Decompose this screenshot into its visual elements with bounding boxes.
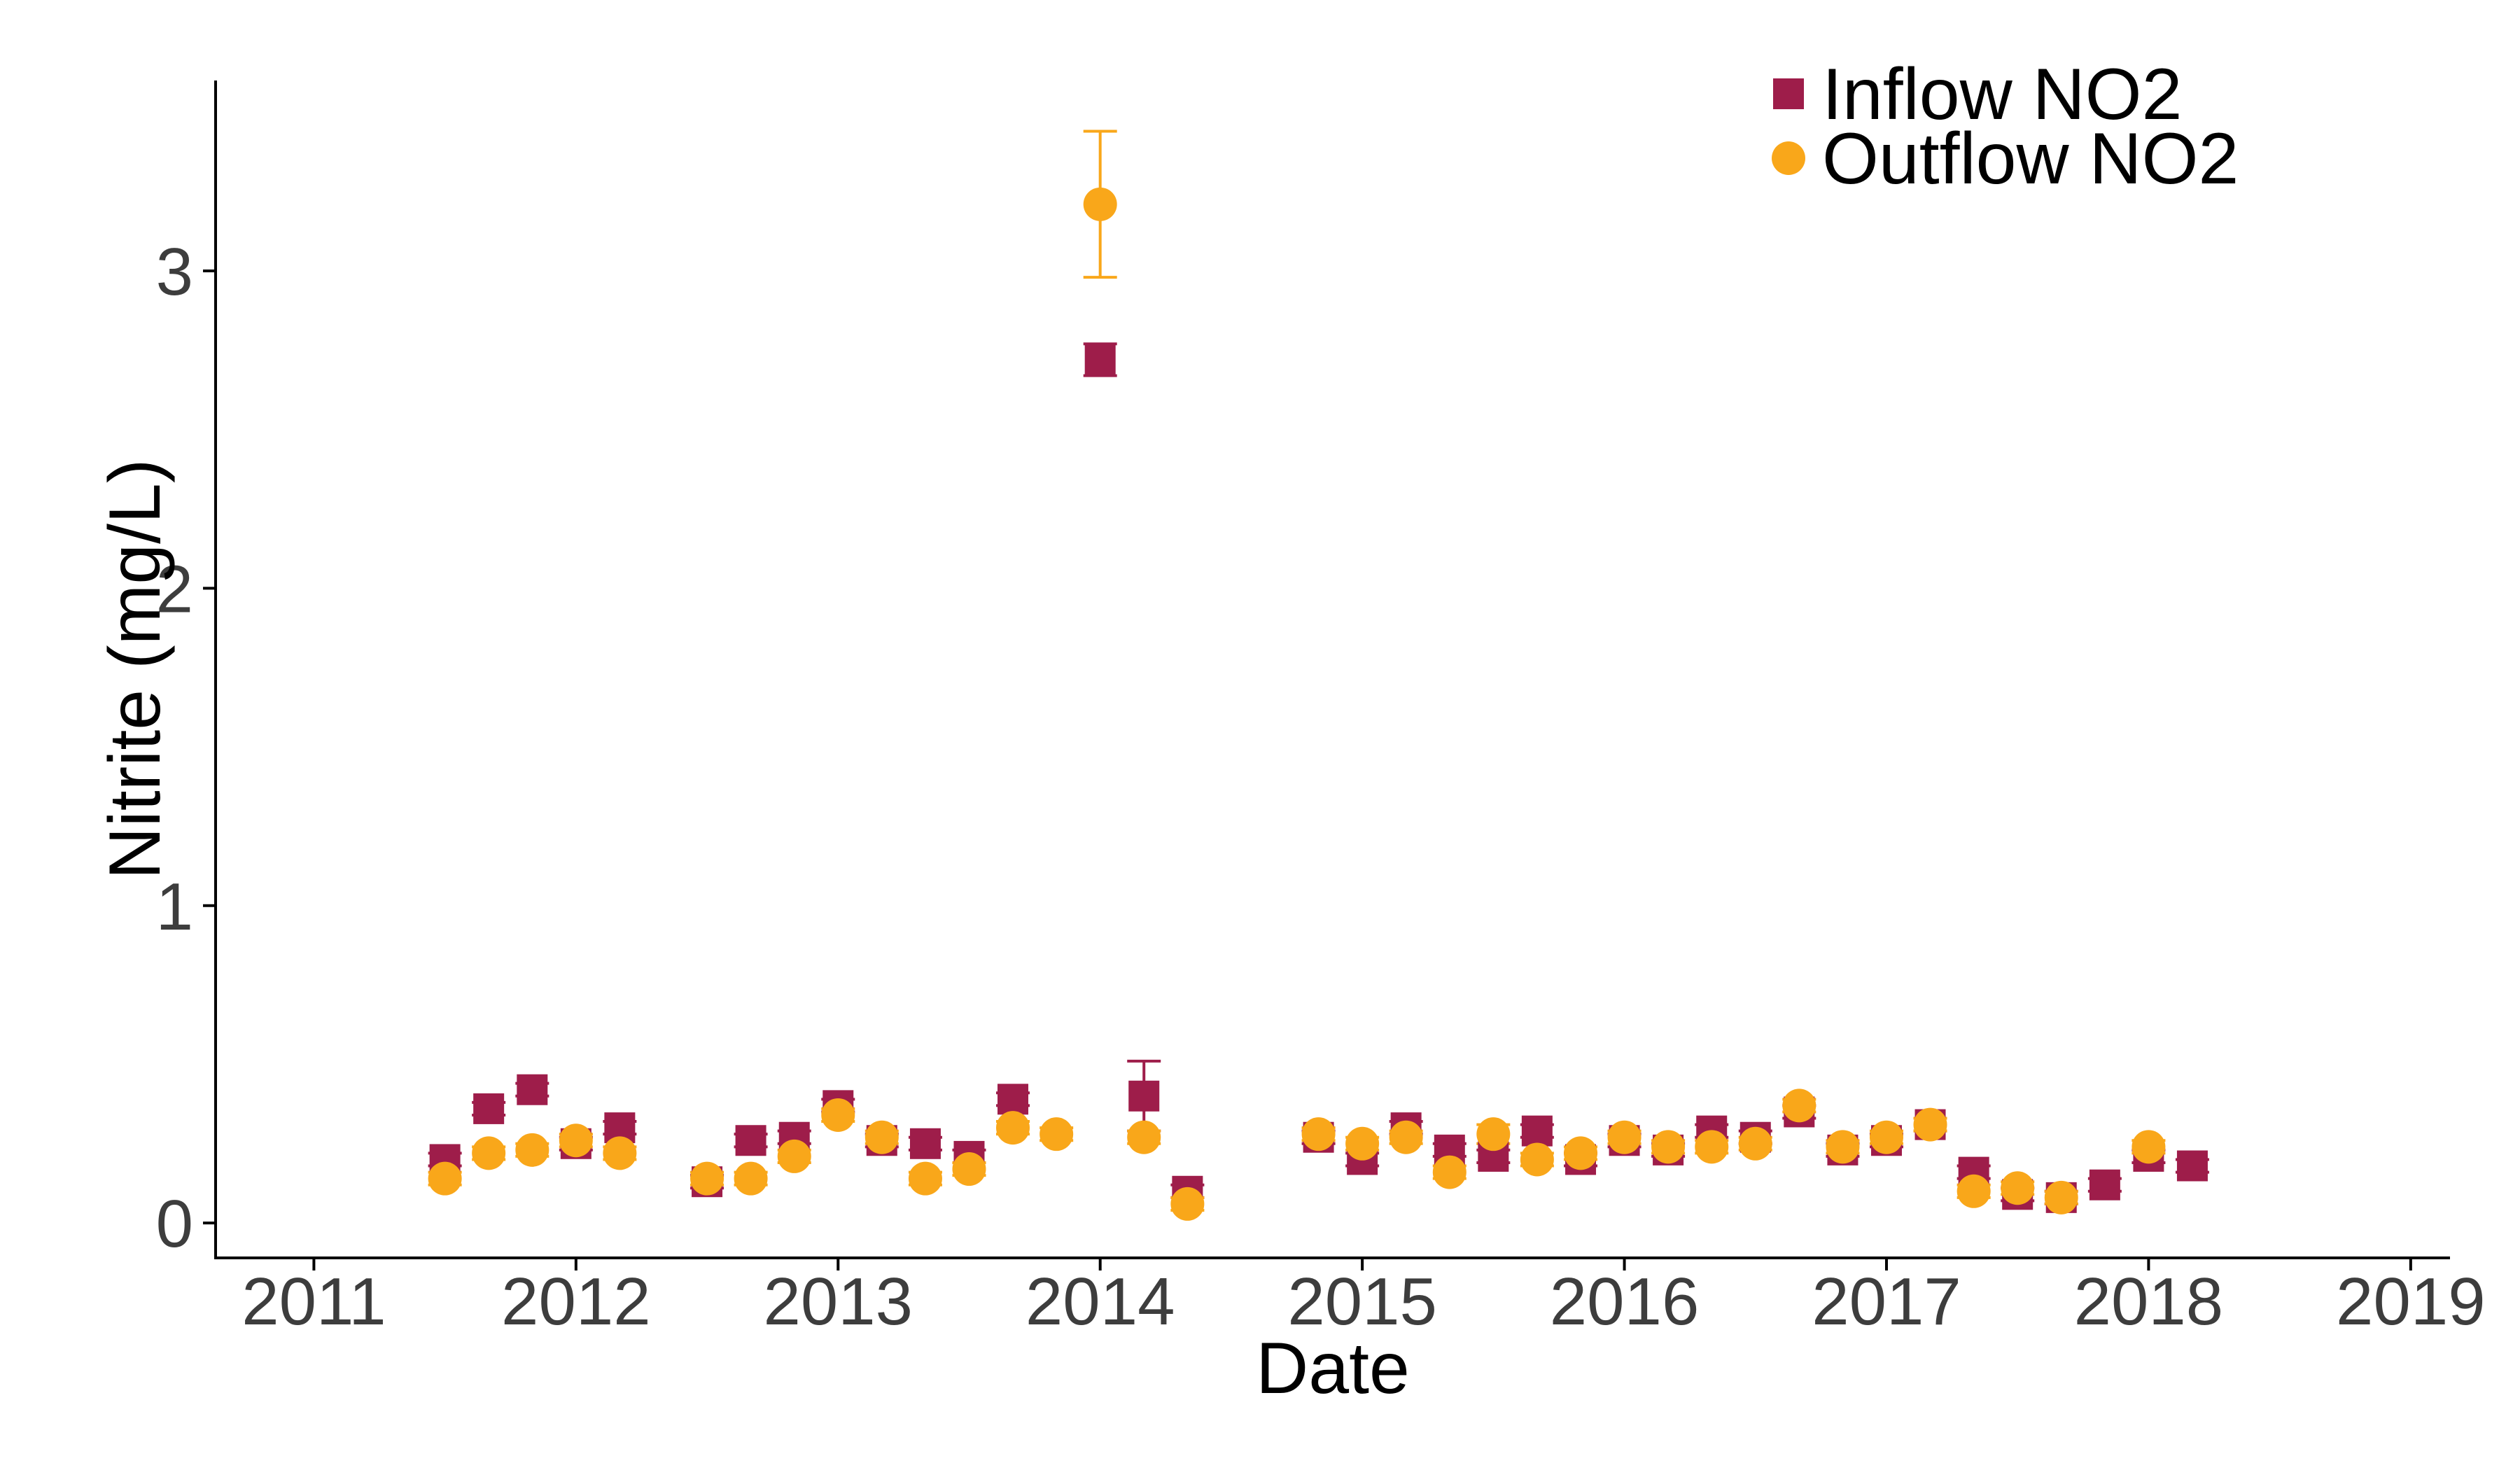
inflow-no2-point — [2089, 1169, 2120, 1200]
outflow-no2-point — [1782, 1088, 1816, 1123]
outflow-no2-point — [1651, 1130, 1686, 1164]
x-axis-title: Date — [1256, 1328, 1410, 1409]
x-tick-label: 2019 — [2336, 1264, 2486, 1339]
x-tick-label: 2012 — [501, 1264, 651, 1339]
outflow-no2-point — [1083, 187, 1117, 221]
outflow-no2-point — [908, 1161, 942, 1196]
outflow-no2-point — [1607, 1120, 1642, 1154]
plot-area — [428, 130, 2209, 1221]
outflow-no2-point — [1826, 1130, 1860, 1164]
outflow-no2-point — [1564, 1136, 1598, 1170]
inflow-no2-point — [517, 1074, 548, 1105]
outflow-no2-point — [1913, 1107, 1947, 1142]
legend-label-inflow-no2: Inflow NO2 — [1822, 54, 2182, 135]
outflow-no2-point — [2001, 1171, 2035, 1205]
outflow-no2-point — [1738, 1126, 1772, 1161]
inflow-no2-point — [2176, 1150, 2208, 1182]
x-axis-ticks: 2011 2012 2013 2014 2015 2016 2017 2018 2019 — [241, 1258, 2486, 1339]
outflow-no2-point — [515, 1133, 550, 1167]
inflow-no2-point — [735, 1125, 766, 1156]
outflow-no2-point — [559, 1124, 593, 1158]
x-tick-label: 2016 — [1550, 1264, 1700, 1339]
legend-label-outflow-no2: Outflow NO2 — [1822, 118, 2239, 200]
outflow-no2-point — [1695, 1130, 1729, 1164]
outflow-no2-point — [1520, 1142, 1554, 1177]
y-tick-label: 0 — [156, 1186, 193, 1261]
outflow-no2-point — [734, 1161, 768, 1196]
x-tick-label: 2018 — [2074, 1264, 2224, 1339]
legend-key-outflow-no2 — [1772, 141, 1805, 175]
outflow-no2-point — [2132, 1130, 2166, 1164]
inflow-no2-point — [1084, 344, 1116, 375]
outflow-no2-point — [777, 1139, 811, 1173]
inflow-no2-point — [473, 1093, 505, 1124]
x-tick-label: 2014 — [1026, 1264, 1175, 1339]
y-tick-label: 1 — [156, 869, 193, 944]
outflow-no2-point — [1040, 1117, 1074, 1152]
outflow-no2-point — [690, 1161, 724, 1196]
x-tick-label: 2011 — [241, 1264, 386, 1339]
outflow-no2-point — [1476, 1117, 1511, 1152]
inflow-no2-point — [1521, 1115, 1553, 1147]
inflow-no2-point — [997, 1084, 1029, 1115]
outflow-no2-point — [1345, 1126, 1380, 1161]
y-tick-label: 3 — [156, 234, 193, 309]
x-tick-label: 2013 — [763, 1264, 913, 1339]
x-tick-label: 2015 — [1287, 1264, 1437, 1339]
data-points — [428, 187, 2208, 1221]
inflow-no2-point — [1128, 1080, 1160, 1112]
legend-key-inflow-no2 — [1773, 78, 1804, 109]
outflow-no2-point — [1869, 1120, 1903, 1154]
outflow-no2-point — [1432, 1155, 1466, 1189]
outflow-no2-point — [952, 1152, 986, 1186]
outflow-no2-point — [1170, 1186, 1205, 1221]
outflow-no2-point — [1389, 1120, 1423, 1154]
outflow-no2-point — [864, 1120, 899, 1154]
outflow-no2-point — [603, 1136, 637, 1170]
outflow-no2-point — [1127, 1120, 1161, 1154]
outflow-no2-point — [996, 1111, 1030, 1145]
outflow-no2-point — [428, 1161, 462, 1196]
outflow-no2-point — [1301, 1117, 1336, 1152]
y-tick-label: 2 — [156, 552, 193, 626]
outflow-no2-point — [472, 1136, 506, 1170]
y-axis-ticks: 0 1 2 3 — [156, 234, 216, 1261]
inflow-no2-point — [909, 1128, 941, 1159]
outflow-no2-point — [2044, 1180, 2078, 1214]
y-axis-title: Nitrite (mg/L) — [94, 459, 176, 880]
x-tick-label: 2017 — [1812, 1264, 1961, 1339]
outflow-no2-point — [821, 1098, 855, 1132]
outflow-no2-point — [1956, 1174, 1991, 1208]
